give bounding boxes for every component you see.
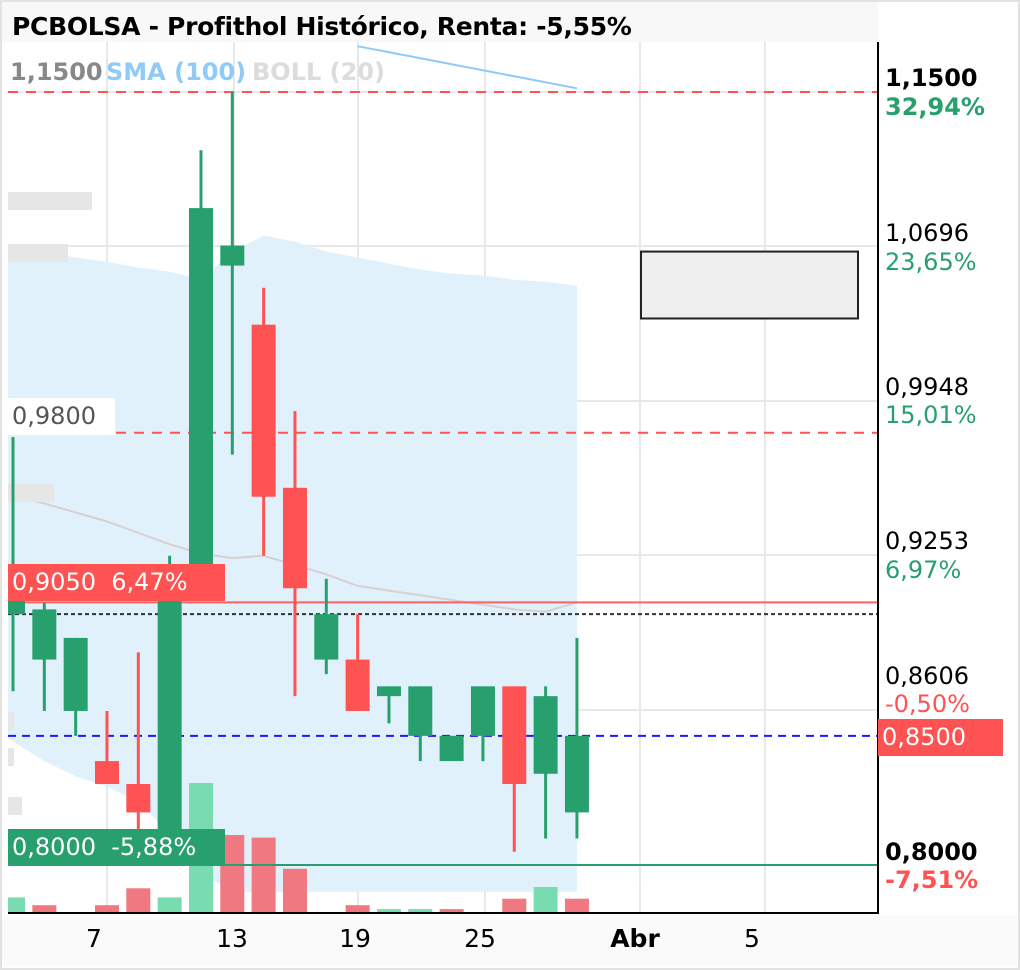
candle-down: [502, 686, 527, 785]
faded-label: [8, 192, 92, 210]
axis-price: 0,9948: [885, 373, 969, 401]
candle-up: [63, 637, 88, 711]
stop-pct: 6,47%: [111, 568, 188, 596]
volume-bar: [94, 905, 119, 913]
faded-label: [8, 797, 22, 815]
axis-pct: 6,97%: [885, 556, 962, 584]
volume-bar: [408, 909, 433, 913]
volume-bar: [32, 905, 57, 913]
candle-up: [564, 735, 589, 813]
volume-bar: [345, 905, 370, 913]
volume-bar: [126, 888, 151, 913]
x-tick: 25: [464, 924, 496, 953]
volume-bar: [157, 897, 182, 913]
candle-up: [314, 614, 339, 660]
candle-up: [157, 569, 182, 863]
x-tick-month: Abr: [610, 924, 660, 953]
legend-sma[interactable]: SMA (100): [106, 58, 247, 86]
faded-labels: [8, 192, 92, 815]
level-label-1150: 1,1500: [10, 58, 103, 86]
axis-price: 0,8000: [885, 838, 978, 866]
title-bar: PCBOLSA - Profithol Histórico, Renta: -5…: [2, 2, 878, 42]
axis-pct: 23,65%: [885, 248, 977, 276]
level-lines: [8, 91, 878, 866]
volume-bar: [376, 909, 401, 913]
axis-price: 0,9253: [885, 527, 969, 555]
stop-price: 0,9050: [12, 568, 96, 596]
faded-label: [8, 748, 14, 766]
legend-boll[interactable]: BOLL (20): [252, 58, 385, 86]
volume-bar: [502, 898, 527, 913]
x-tick: 13: [216, 924, 248, 953]
axis-price: 1,0696: [885, 219, 969, 247]
candle-down: [282, 487, 307, 589]
candle-up: [188, 208, 213, 600]
bollinger-band: [8, 45, 578, 892]
axis-price: 0,8606: [885, 662, 969, 690]
faded-label: [8, 244, 68, 262]
candle-down: [251, 324, 276, 497]
volume-bar: [439, 909, 464, 913]
x-tick: 5: [744, 924, 760, 953]
candles: [8, 92, 859, 865]
sma-line: [357, 45, 578, 90]
volume-bar: [533, 887, 558, 913]
axes: [8, 42, 879, 914]
candle-up: [8, 599, 25, 615]
chart-title: PCBOLSA - Profithol Histórico, Renta: -5…: [12, 12, 632, 41]
axis-pct: -7,51%: [885, 866, 979, 894]
candle-down: [345, 659, 370, 711]
candle-up: [470, 686, 495, 736]
faded-label: [8, 484, 54, 502]
candle-down: [126, 784, 151, 813]
stop-level-tag[interactable]: 0,9050 6,47%: [8, 564, 225, 601]
axis-pct: 15,01%: [885, 401, 977, 429]
drawn-rectangle: [640, 250, 859, 320]
candle-up: [220, 245, 245, 266]
axis-pct: 32,94%: [885, 93, 985, 121]
axis-price: 1,1500: [885, 64, 978, 92]
x-tick: 19: [339, 924, 371, 953]
volume-bar: [282, 868, 307, 913]
support-pct: -5,88%: [111, 833, 197, 861]
x-axis-bar: [2, 915, 1018, 966]
candle-up: [376, 686, 401, 697]
x-tick: 7: [86, 924, 102, 953]
candle-down: [94, 761, 119, 785]
candle-up: [439, 735, 464, 762]
support-price: 0,8000: [12, 833, 96, 861]
volume-bar: [251, 837, 276, 913]
current-price-tag: 0,8500: [878, 719, 1003, 756]
axis-pct: -0,50%: [885, 690, 970, 718]
candle-up: [408, 686, 433, 736]
volume-bar: [8, 897, 25, 913]
level-label-0980: 0,9800: [8, 398, 115, 435]
faded-label: [8, 712, 14, 730]
candle-up: [533, 696, 558, 774]
candle-up: [32, 609, 57, 660]
volume-bar: [564, 898, 589, 913]
support-level-tag[interactable]: 0,8000 -5,88%: [8, 829, 225, 866]
